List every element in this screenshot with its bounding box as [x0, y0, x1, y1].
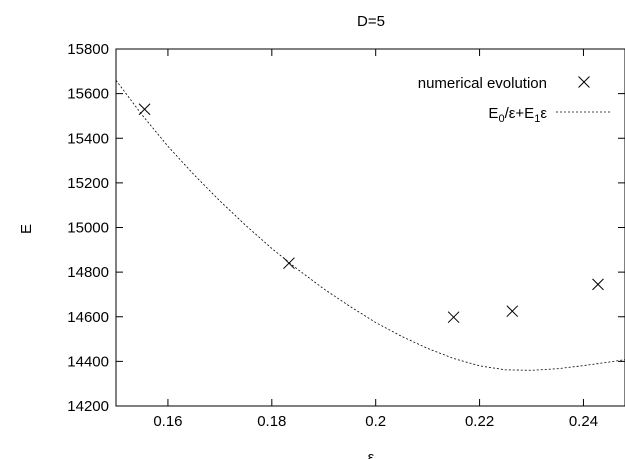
legend-cross-marker: [578, 76, 590, 88]
y-tick-label: 14400: [67, 353, 109, 370]
data-point: [506, 305, 519, 318]
y-axis-label: E: [18, 224, 35, 234]
y-tick-label: 15000: [67, 220, 109, 237]
x-tick-label: 0.16: [153, 413, 182, 430]
x-tick-label: 0.18: [257, 413, 286, 430]
data-point: [447, 311, 460, 324]
legend-label-numerical-evolution: numerical evolution: [418, 75, 547, 92]
x-axis-label: ε: [368, 449, 375, 459]
data-point: [283, 257, 295, 270]
y-tick-label: 15400: [67, 130, 109, 147]
y-tick-label: 14600: [67, 309, 109, 326]
y-tick-label: 15800: [67, 41, 109, 58]
fit-curve: [116, 79, 625, 371]
plot-frame: [115, 48, 625, 407]
chart-title: D=5: [357, 13, 385, 30]
y-tick-label: 14200: [67, 398, 109, 415]
data-point: [138, 103, 151, 116]
y-tick-label: 14800: [67, 264, 109, 281]
y-tick-label: 15200: [67, 175, 109, 192]
x-tick-label: 0.22: [465, 413, 494, 430]
axis-ticks: 14200 14400 14600 14800 15000 15200 15400 15600…: [67, 41, 625, 430]
legend: numerical evolution E0/ε+E1ε: [418, 75, 611, 125]
plot-area: [116, 79, 625, 371]
legend-label-fit: E0/ε+E1ε: [488, 105, 547, 125]
x-tick-label: 0.2: [365, 413, 386, 430]
data-point: [592, 278, 604, 291]
y-tick-label: 15600: [67, 86, 109, 103]
x-tick-label: 0.24: [569, 413, 598, 430]
